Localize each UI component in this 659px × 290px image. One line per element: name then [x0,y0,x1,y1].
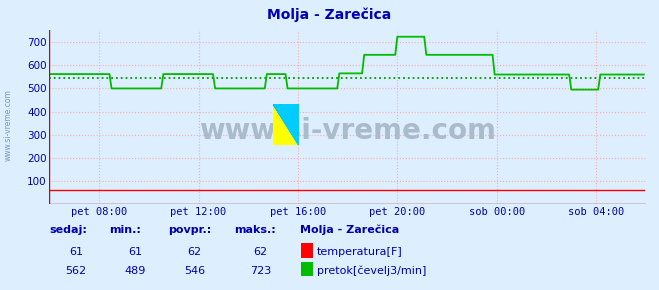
Text: min.:: min.: [109,225,140,235]
Text: 546: 546 [184,266,205,276]
Polygon shape [273,104,299,145]
Text: 62: 62 [253,247,268,257]
Text: 61: 61 [128,247,142,257]
Polygon shape [273,104,299,145]
Text: povpr.:: povpr.: [168,225,212,235]
Text: www.si-vreme.com: www.si-vreme.com [3,89,13,161]
Text: temperatura[F]: temperatura[F] [317,247,403,257]
Text: www.si-vreme.com: www.si-vreme.com [199,117,496,145]
Text: 61: 61 [69,247,83,257]
Text: Molja - Zarečica: Molja - Zarečica [300,225,399,235]
Text: 562: 562 [65,266,86,276]
Text: 62: 62 [187,247,202,257]
Polygon shape [273,104,299,145]
Text: 489: 489 [125,266,146,276]
Text: sedaj:: sedaj: [49,225,87,235]
Text: 723: 723 [250,266,271,276]
Text: pretok[čevelj3/min]: pretok[čevelj3/min] [317,266,426,276]
Text: Molja - Zarečica: Molja - Zarečica [268,7,391,22]
Text: maks.:: maks.: [234,225,275,235]
